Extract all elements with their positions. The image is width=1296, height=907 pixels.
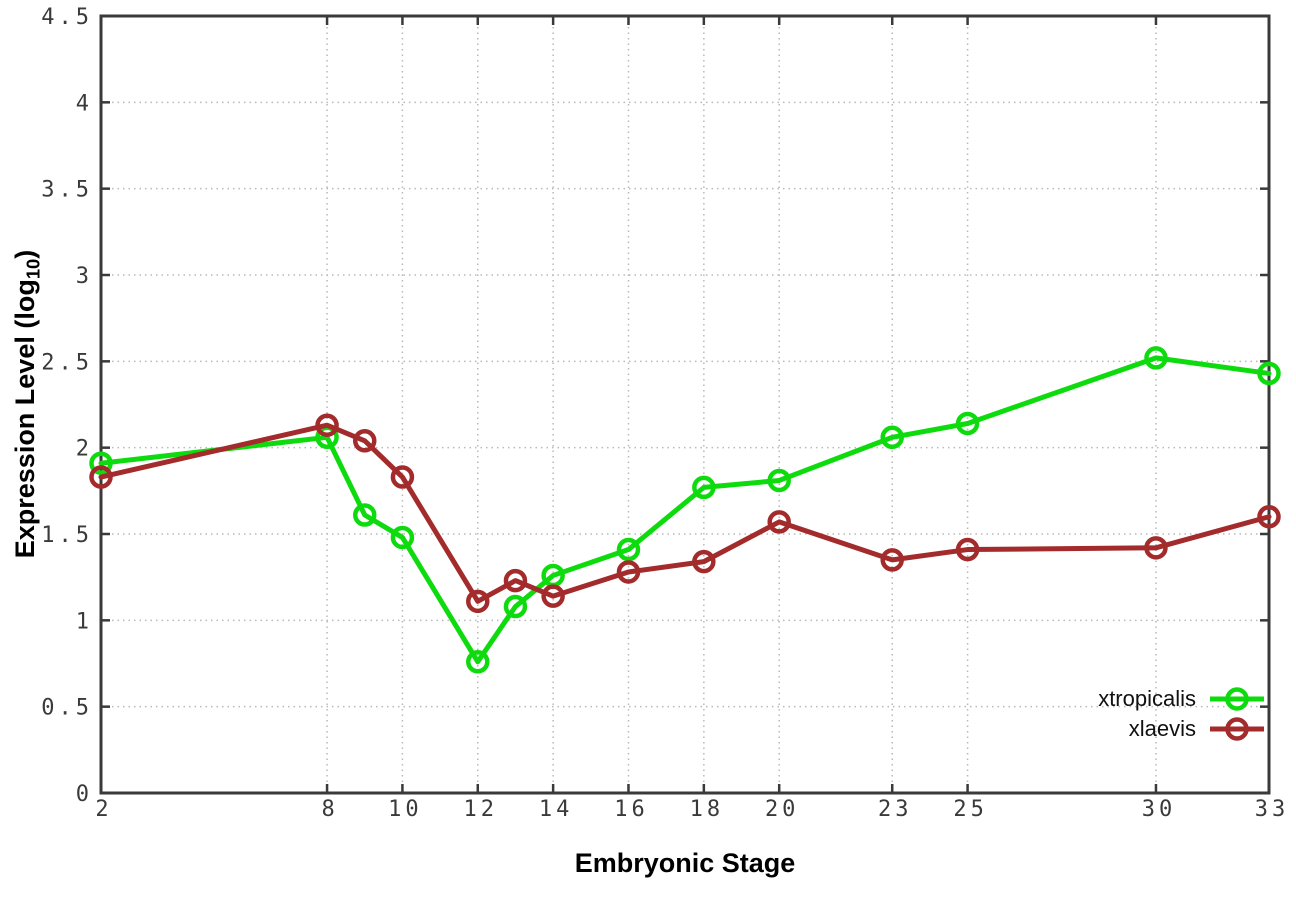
data-point-xlaevis: [466, 589, 490, 614]
data-point-xtropicalis: [955, 411, 980, 436]
data-point-xlaevis: [1257, 504, 1281, 529]
data-point-xlaevis: [541, 584, 565, 608]
legend-marker-open-circle-icon: [1210, 687, 1264, 711]
data-point-xlaevis: [352, 429, 377, 453]
data-point-xlaevis: [616, 560, 641, 584]
y-tick-label: 0.5: [41, 696, 93, 721]
legend-point-sample: [1225, 687, 1249, 711]
y-tick-label: 3: [76, 264, 93, 289]
legend: xtropicalis xlaevis: [1098, 685, 1266, 743]
x-tick-label: 33: [1255, 797, 1290, 822]
legend-item-xlaevis: xlaevis: [1129, 715, 1266, 743]
series-line-xtropicalis: [98, 355, 1272, 665]
data-point-xlaevis: [390, 465, 415, 489]
data-point-xlaevis: [89, 465, 113, 489]
x-tick-label: 23: [878, 797, 913, 822]
data-point-xtropicalis: [89, 451, 113, 475]
data-point-xlaevis: [767, 510, 791, 534]
data-point-xtropicalis: [880, 425, 904, 450]
y-axis-title: Expression Level (log10): [10, 250, 45, 559]
data-point-xlaevis: [692, 549, 716, 574]
y-tick-label: 4.5: [41, 5, 93, 30]
x-tick-label: 12: [464, 797, 499, 822]
legend-point-sample: [1225, 717, 1249, 741]
data-point-xtropicalis: [503, 594, 528, 619]
y-tick-label: 0: [76, 782, 93, 807]
data-point-xtropicalis: [692, 475, 716, 500]
y-axis-title-subscript: 10: [22, 258, 44, 280]
data-point-xlaevis: [880, 548, 904, 572]
data-point-xtropicalis: [466, 650, 490, 674]
data-point-xlaevis: [1144, 536, 1168, 560]
data-point-xtropicalis: [1257, 361, 1281, 386]
data-point-xtropicalis: [767, 468, 791, 493]
y-axis-title-suffix: ): [9, 249, 40, 259]
data-point-xtropicalis: [352, 503, 377, 527]
data-point-xlaevis: [315, 413, 339, 437]
plot-border: [99, 14, 1271, 795]
legend-label-xtropicalis: xtropicalis: [1098, 686, 1196, 711]
y-tick-label: 4: [76, 91, 93, 116]
x-tick-label: 30: [1142, 797, 1177, 822]
x-tick-label: 14: [539, 797, 574, 822]
x-axis-title: Embryonic Stage: [574, 848, 796, 878]
x-tick-label: 2: [95, 797, 112, 822]
x-tick-label: 10: [388, 797, 423, 822]
data-point-xlaevis: [955, 537, 980, 562]
series-line-xlaevis: [98, 422, 1272, 604]
y-axis-title-text: Expression Level (log: [9, 279, 40, 559]
y-tick-label: 2.5: [41, 350, 93, 375]
x-tick-label: 8: [321, 797, 338, 822]
y-tick-label: 1.5: [41, 523, 93, 548]
x-tick-label: 18: [690, 797, 725, 822]
data-point-xtropicalis: [616, 537, 641, 562]
data-point-xtropicalis: [1144, 346, 1168, 370]
x-tick-label: 25: [953, 797, 988, 822]
y-tick-label: 2: [76, 437, 93, 462]
x-tick-label: 16: [614, 797, 649, 822]
data-point-xlaevis: [503, 568, 528, 593]
y-tick-label: 3.5: [41, 178, 93, 203]
legend-item-xtropicalis: xtropicalis: [1098, 685, 1266, 713]
legend-label-xlaevis: xlaevis: [1128, 716, 1196, 741]
x-tick-label: 20: [765, 797, 800, 822]
legend-marker-open-circle-icon: [1210, 717, 1264, 741]
y-tick-label: 1: [76, 609, 93, 634]
data-point-xtropicalis: [390, 525, 415, 550]
